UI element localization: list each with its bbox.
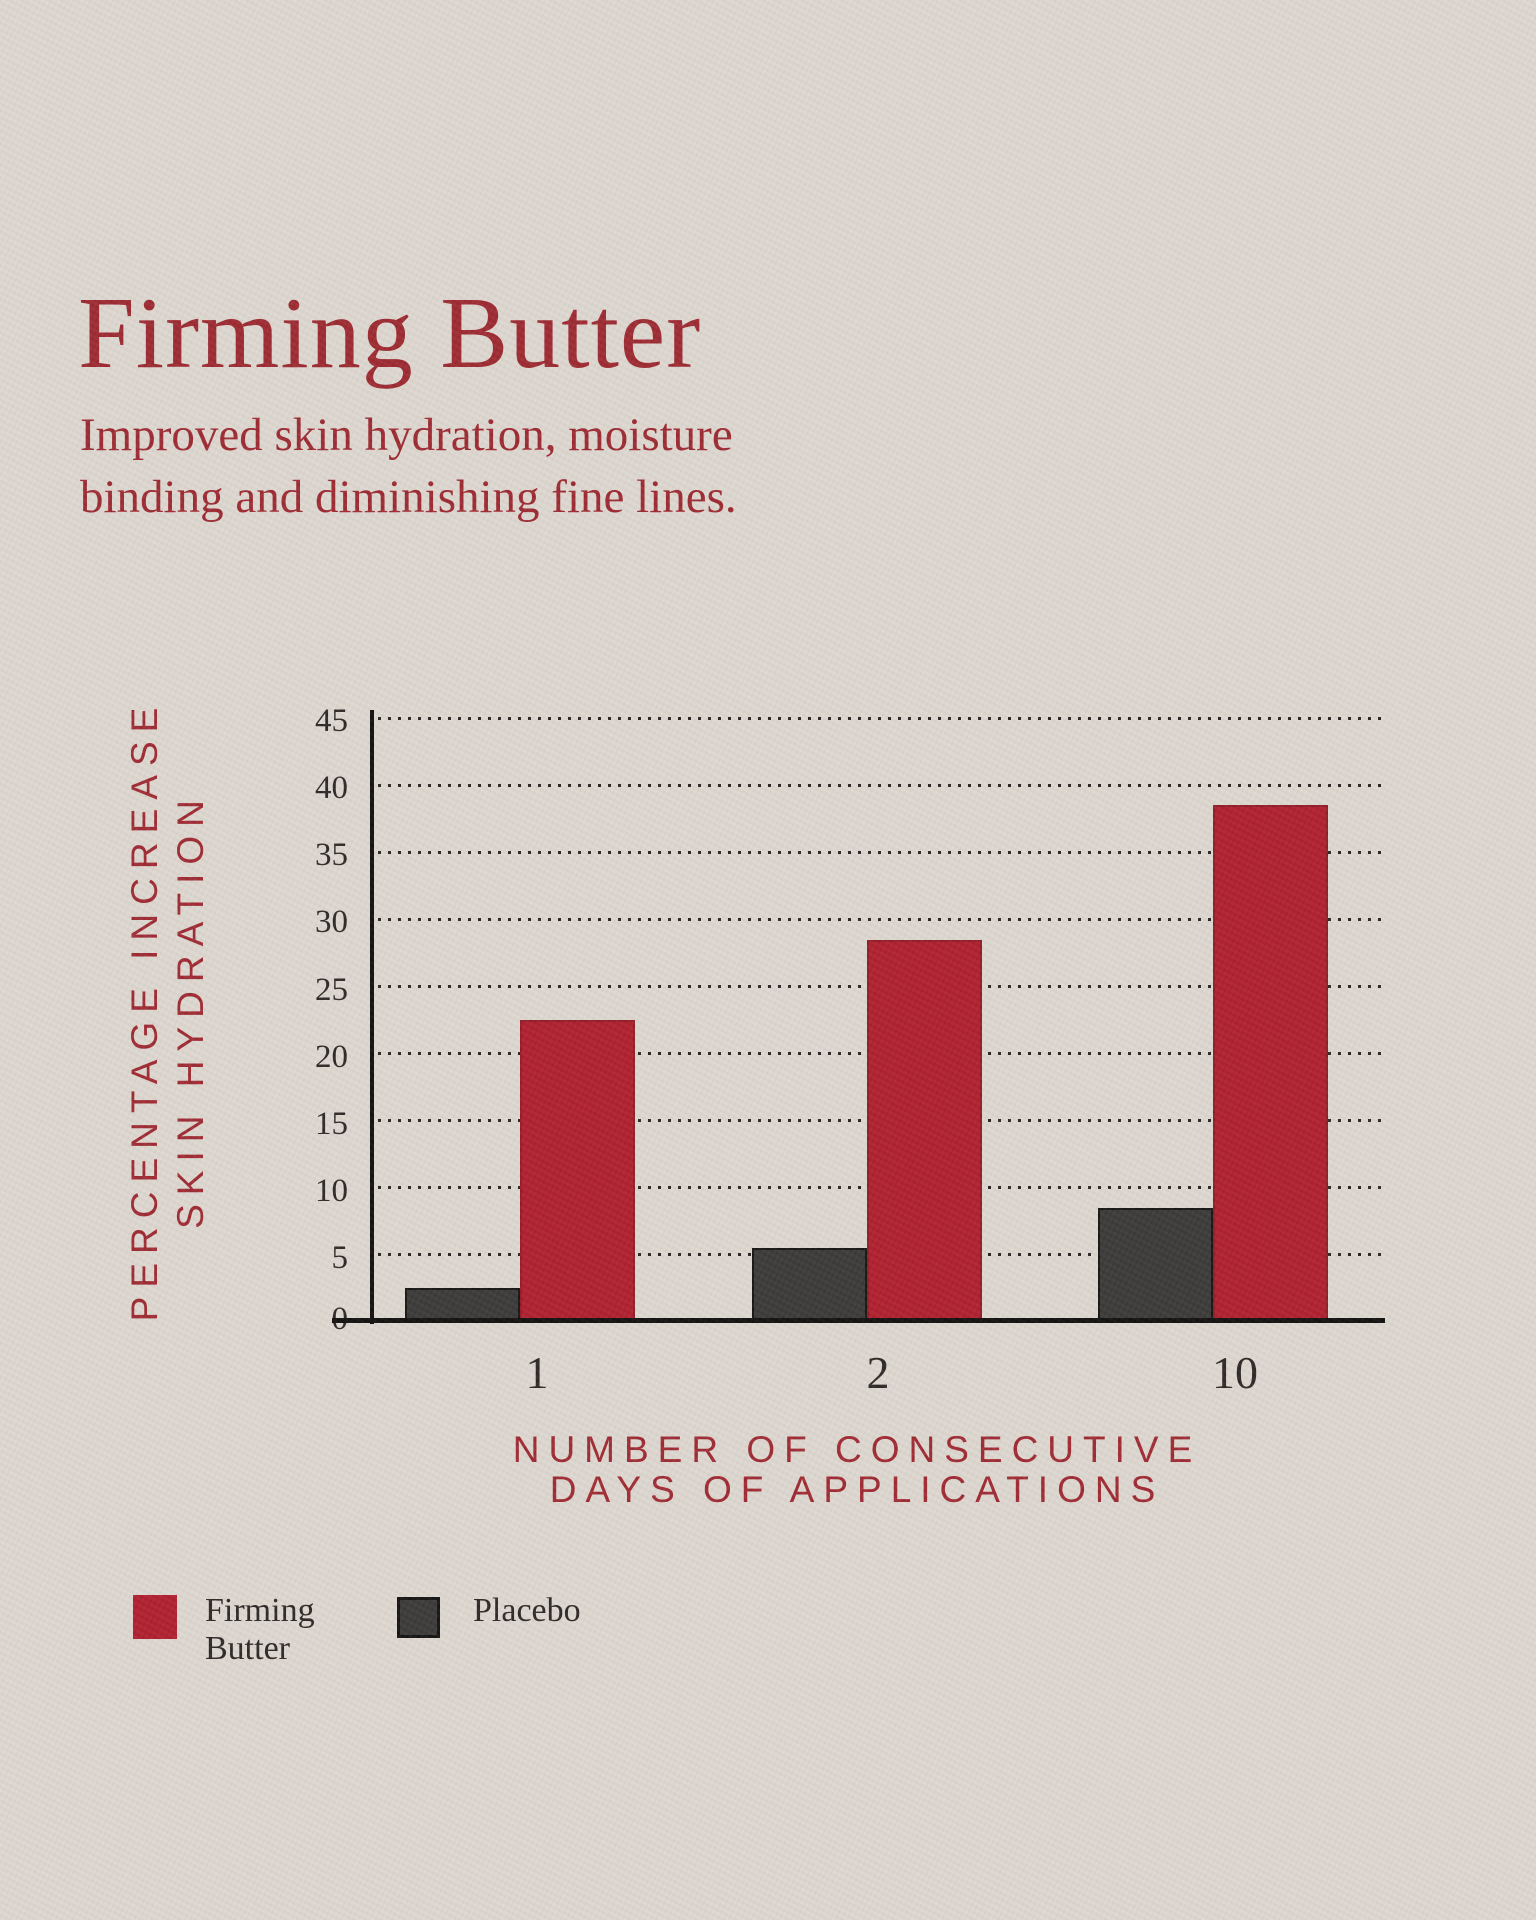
ytick-35: 35 (315, 837, 348, 874)
gridline-45 (378, 716, 1385, 720)
ytick-10: 10 (315, 1172, 348, 1209)
gridline-40 (378, 783, 1385, 787)
legend-label-firming-butter: Firming Butter (205, 1592, 315, 1667)
x-axis-title: NUMBER OF CONSECUTIVE DAYS OF APPLICATIO… (513, 1430, 1202, 1510)
page-title: Firming Butter (78, 277, 702, 390)
ytick-15: 15 (315, 1105, 348, 1142)
xtick-10: 10 (1212, 1347, 1258, 1398)
ytick-40: 40 (315, 770, 348, 807)
x-axis-title-line-2: DAYS OF APPLICATIONS (549, 1469, 1165, 1510)
bar-firming-butter-day-2 (867, 940, 982, 1322)
ytick-0: 0 (198, 1303, 349, 1336)
legend-swatch-firming-butter (133, 1595, 177, 1639)
gridline-35 (378, 850, 1385, 854)
xtick-1: 1 (525, 1347, 549, 1398)
gridline-30 (378, 917, 1385, 921)
bar-placebo-day-10 (1098, 1208, 1213, 1322)
bar-firming-butter-day-1 (520, 1020, 635, 1322)
subtitle-line-2: binding and diminishing fine lines. (80, 471, 737, 523)
page-subtitle: Improved skin hydration, moisture binding… (80, 404, 737, 528)
legend-swatch-placebo (397, 1597, 440, 1638)
bar-firming-butter-day-10 (1213, 805, 1328, 1322)
legend-label-placebo: Placebo (473, 1592, 581, 1629)
subtitle-line-1: Improved skin hydration, moisture (80, 409, 733, 461)
ytick-45: 45 (315, 703, 348, 740)
y-axis-line (370, 710, 374, 1324)
bar-placebo-day-2 (752, 1248, 867, 1322)
y-axis-title-line-1: PERCENTAGE INCREASE (124, 698, 165, 1322)
x-axis-title-line-1: NUMBER OF CONSECUTIVE (512, 1429, 1202, 1470)
ytick-25: 25 (315, 971, 348, 1008)
xtick-2: 2 (866, 1347, 890, 1398)
x-axis-line (332, 1318, 1385, 1323)
ytick-5: 5 (331, 1239, 349, 1276)
bar-placebo-day-1 (405, 1288, 520, 1322)
ytick-20: 20 (315, 1038, 348, 1075)
ytick-30: 30 (315, 904, 348, 941)
